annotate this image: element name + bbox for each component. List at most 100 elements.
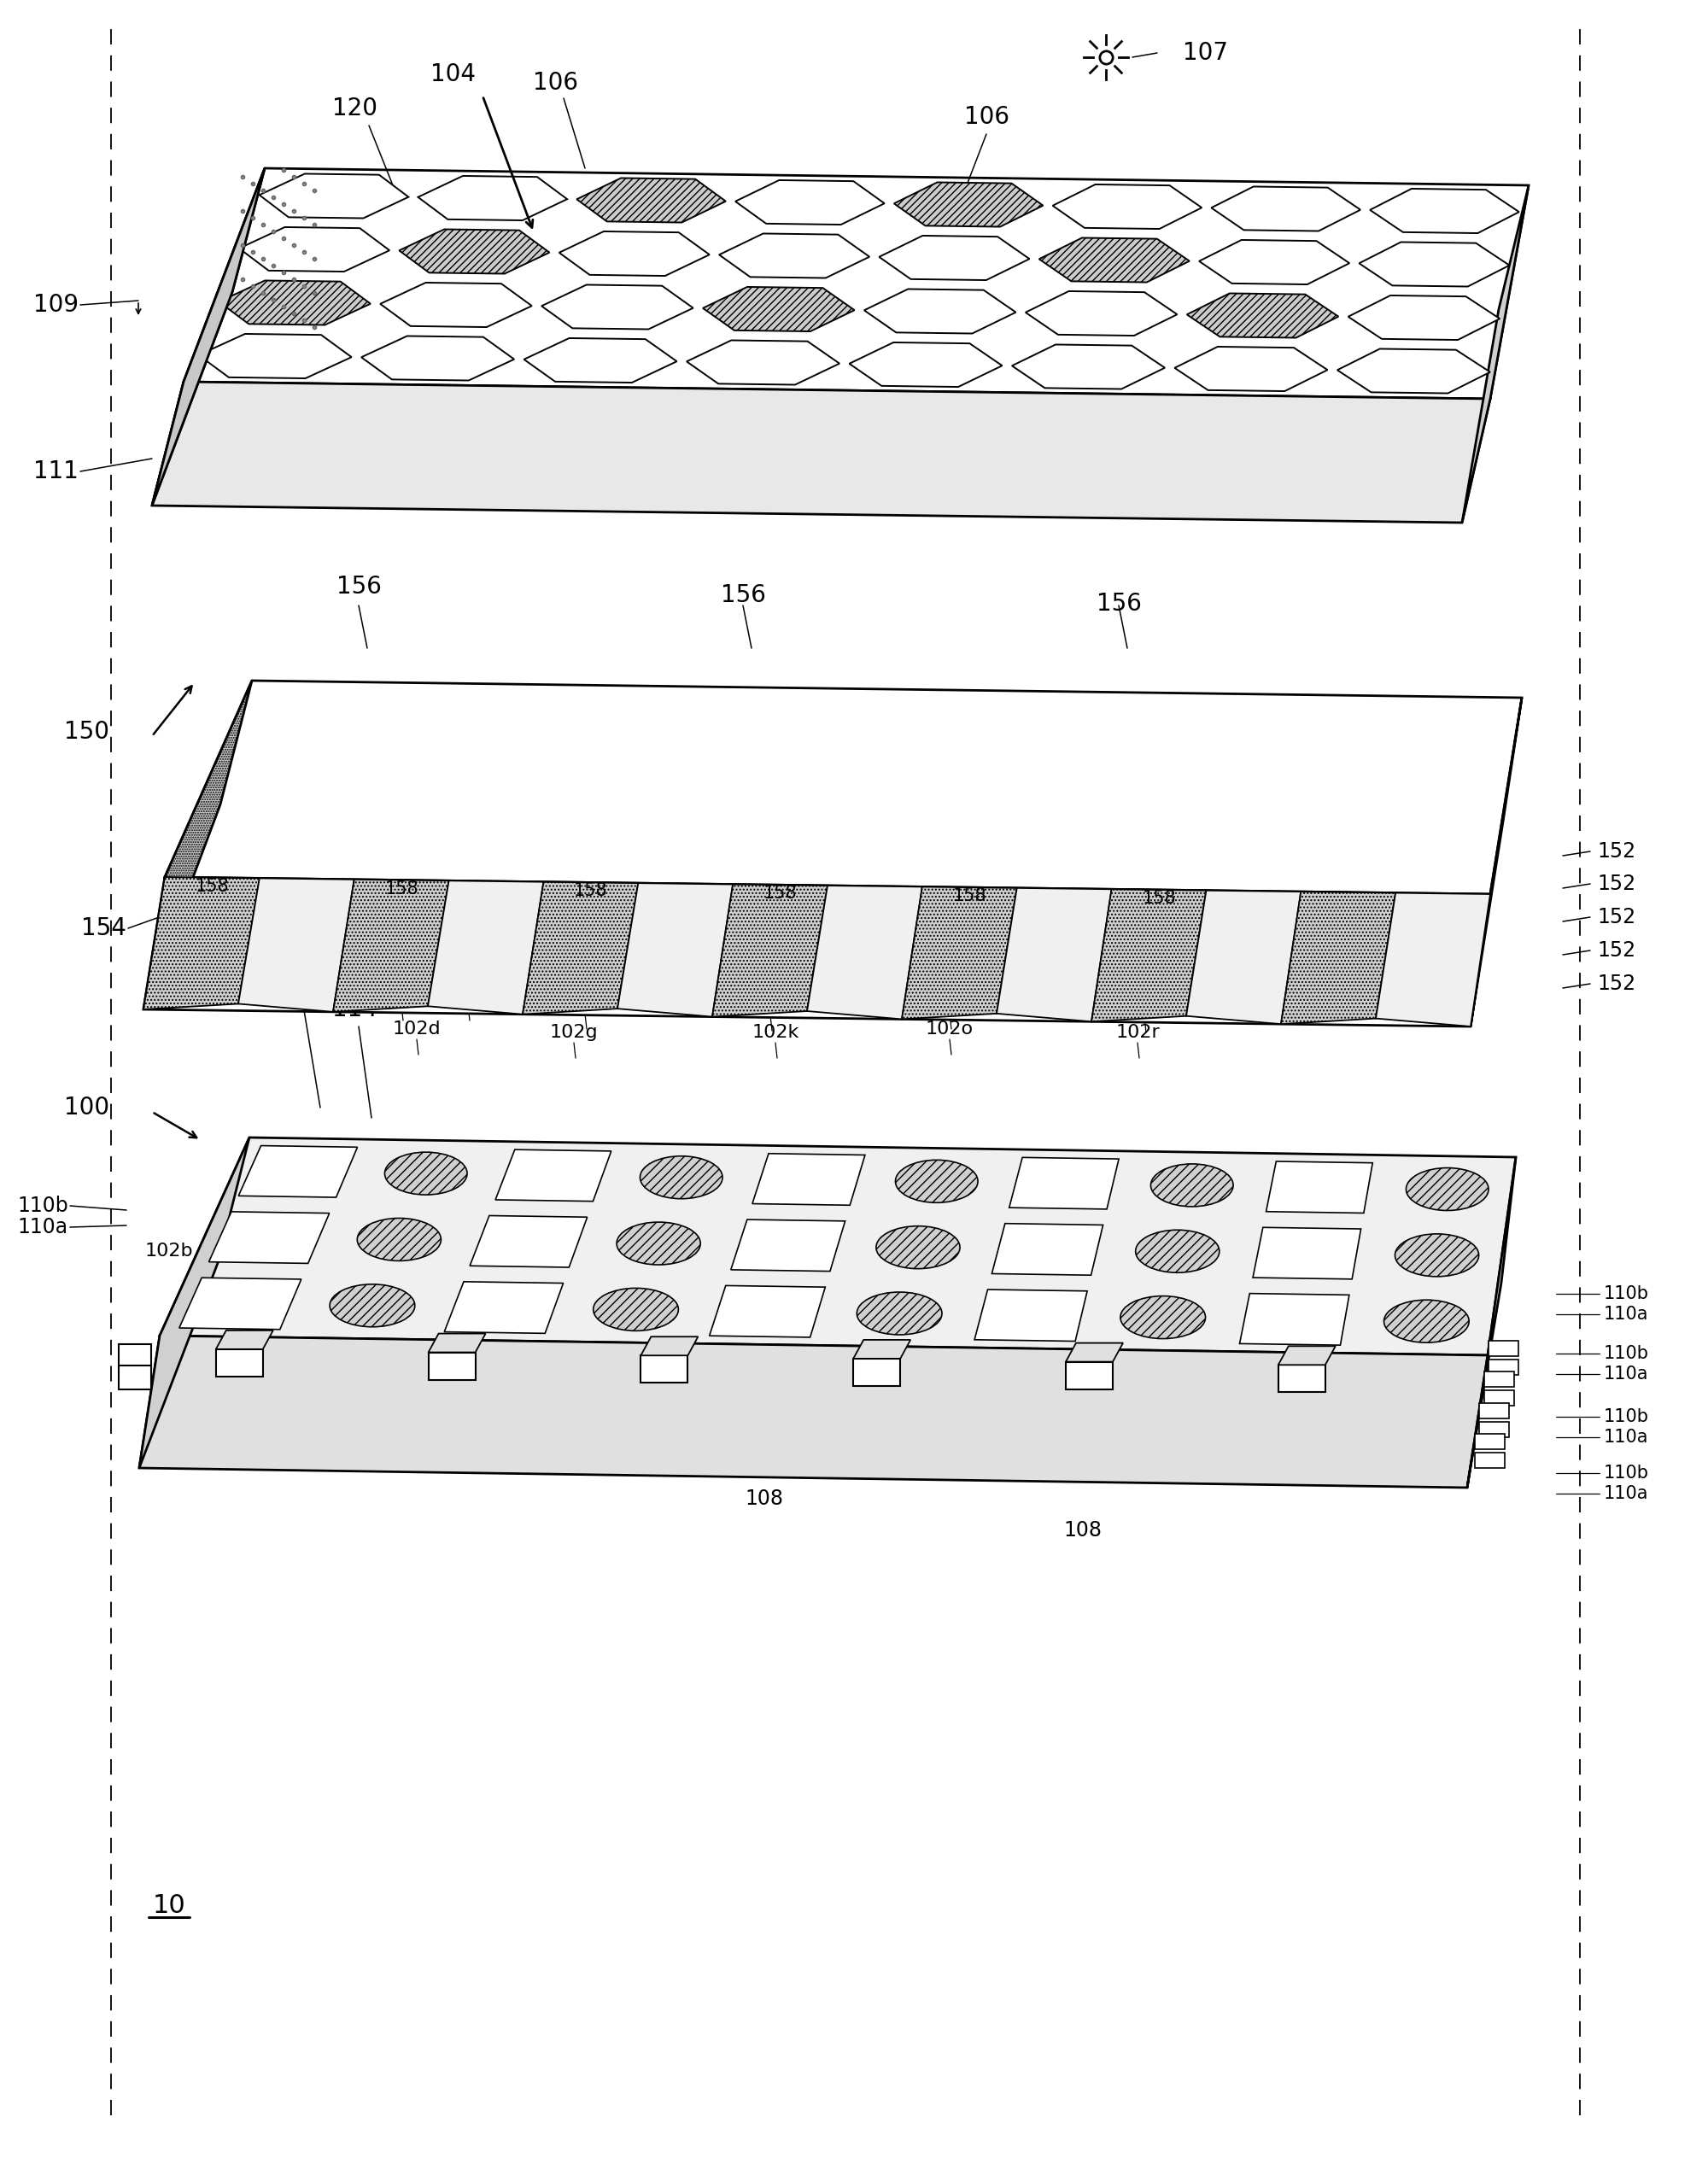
Polygon shape [166, 680, 1522, 893]
Text: 108: 108 [745, 1489, 784, 1508]
Text: 110b: 110b [1604, 1409, 1648, 1424]
Text: 110a: 110a [1604, 1485, 1648, 1502]
Polygon shape [849, 343, 1003, 386]
Polygon shape [314, 820, 439, 874]
Polygon shape [446, 822, 570, 876]
Polygon shape [1474, 1433, 1505, 1448]
Polygon shape [1250, 766, 1372, 820]
Text: 110b: 110b [1604, 1465, 1648, 1483]
Text: 152: 152 [1597, 941, 1636, 960]
Polygon shape [418, 177, 567, 220]
Text: 102e: 102e [266, 1262, 314, 1280]
Ellipse shape [357, 1217, 441, 1260]
Polygon shape [1009, 1157, 1119, 1208]
Text: 102r: 102r [1115, 1023, 1160, 1040]
Ellipse shape [1151, 1163, 1233, 1206]
Polygon shape [1237, 831, 1360, 887]
Ellipse shape [1406, 1167, 1489, 1211]
Text: 102d: 102d [393, 1021, 441, 1038]
Text: 116: 116 [254, 1295, 292, 1312]
Text: 102p: 102p [781, 1381, 828, 1398]
Polygon shape [239, 227, 389, 272]
Polygon shape [1011, 345, 1165, 388]
Polygon shape [183, 818, 307, 872]
Text: 102b: 102b [145, 1243, 193, 1260]
Polygon shape [260, 175, 408, 218]
Polygon shape [1038, 237, 1189, 283]
Polygon shape [709, 1286, 825, 1338]
Polygon shape [601, 757, 724, 811]
Text: 152: 152 [1597, 874, 1636, 893]
Polygon shape [1120, 764, 1243, 818]
Polygon shape [429, 1334, 485, 1353]
Text: 158: 158 [763, 885, 798, 902]
Ellipse shape [384, 1152, 468, 1196]
Polygon shape [400, 229, 550, 274]
Polygon shape [1281, 891, 1395, 1025]
Text: 106: 106 [533, 71, 577, 95]
Text: 110a: 110a [1604, 1429, 1648, 1446]
Text: 156: 156 [336, 574, 381, 598]
Ellipse shape [1395, 1234, 1479, 1278]
Text: 108: 108 [1064, 1519, 1102, 1541]
Polygon shape [215, 1329, 273, 1349]
Text: 154: 154 [82, 917, 126, 941]
Polygon shape [861, 762, 984, 816]
Text: 156: 156 [721, 583, 765, 606]
Polygon shape [974, 829, 1097, 883]
Polygon shape [687, 341, 840, 384]
Text: 110b: 110b [17, 1196, 68, 1217]
Text: 112: 112 [278, 960, 323, 984]
Text: 10: 10 [152, 1895, 186, 1918]
Text: 108: 108 [173, 1433, 212, 1452]
Text: 158: 158 [953, 887, 987, 904]
Text: 110b: 110b [1604, 1286, 1648, 1301]
Polygon shape [640, 1336, 699, 1355]
Polygon shape [752, 1155, 864, 1204]
Polygon shape [429, 1353, 475, 1379]
Text: 152: 152 [1597, 906, 1636, 928]
Text: 120: 120 [331, 97, 377, 121]
Polygon shape [219, 281, 371, 326]
Polygon shape [120, 1366, 152, 1390]
Polygon shape [902, 887, 1016, 1019]
Polygon shape [1187, 293, 1339, 339]
Ellipse shape [857, 1293, 941, 1336]
Polygon shape [1264, 701, 1385, 755]
Polygon shape [881, 695, 1001, 749]
Polygon shape [1052, 183, 1202, 229]
Ellipse shape [1136, 1230, 1220, 1273]
Polygon shape [975, 1290, 1088, 1342]
Polygon shape [842, 827, 965, 880]
Polygon shape [369, 688, 490, 742]
Text: 110b: 110b [1604, 1344, 1648, 1362]
Ellipse shape [640, 1157, 722, 1198]
Polygon shape [523, 883, 639, 1014]
Polygon shape [444, 1282, 564, 1334]
Polygon shape [577, 177, 726, 222]
Polygon shape [577, 822, 702, 878]
Polygon shape [470, 1215, 588, 1267]
Polygon shape [1375, 893, 1489, 1027]
Polygon shape [1368, 833, 1491, 887]
Text: 100: 100 [63, 1096, 109, 1120]
Polygon shape [1392, 704, 1513, 757]
Polygon shape [753, 695, 873, 749]
Polygon shape [1380, 768, 1501, 822]
Polygon shape [1266, 1161, 1373, 1213]
Text: 158: 158 [195, 878, 229, 896]
Polygon shape [880, 235, 1030, 281]
Ellipse shape [1120, 1297, 1206, 1338]
Polygon shape [120, 1344, 152, 1368]
Polygon shape [1211, 186, 1361, 231]
Polygon shape [1278, 1364, 1325, 1392]
Polygon shape [736, 179, 885, 224]
Polygon shape [1175, 347, 1327, 391]
Text: 114: 114 [331, 997, 377, 1021]
Text: 156: 156 [1097, 591, 1141, 615]
Polygon shape [208, 1211, 330, 1262]
Text: 106: 106 [963, 106, 1009, 129]
Polygon shape [1278, 1347, 1336, 1364]
Text: 102j: 102j [750, 997, 791, 1014]
Text: 102i: 102i [724, 975, 765, 993]
